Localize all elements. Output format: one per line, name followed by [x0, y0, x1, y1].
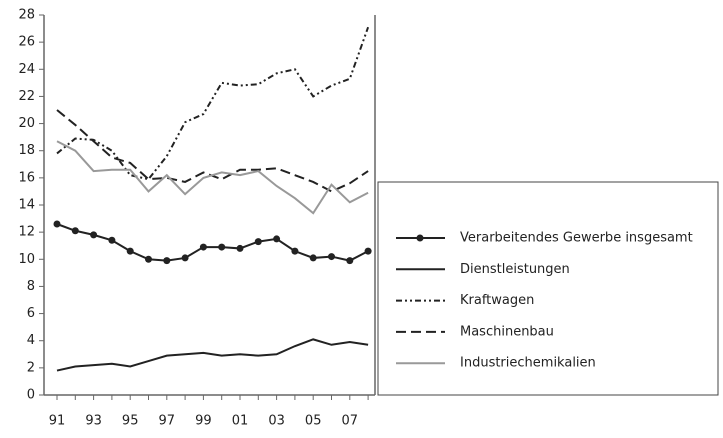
x-tick-label: 05: [305, 414, 322, 429]
series-line: [56, 109, 369, 193]
y-tick-label: 18: [18, 143, 35, 158]
y-tick-label: 12: [18, 225, 35, 240]
point: [254, 238, 262, 246]
y-tick-label: 0: [27, 388, 35, 403]
y-tick-label: 24: [18, 62, 35, 77]
y-tick-label: 8: [27, 279, 35, 294]
point: [90, 231, 98, 239]
legend-label: Dienstleistungen: [460, 262, 570, 277]
point: [181, 254, 189, 262]
point: [199, 243, 207, 251]
x-tick-label: 97: [159, 414, 176, 429]
point: [309, 254, 317, 262]
y-tick-label: 6: [27, 306, 35, 321]
x-tick-label: 93: [85, 414, 102, 429]
point: [364, 247, 372, 255]
point: [126, 247, 134, 255]
point: [328, 253, 335, 261]
point: [346, 257, 354, 265]
point: [53, 220, 61, 228]
point: [108, 236, 116, 244]
point: [145, 255, 152, 263]
y-tick-label: 14: [18, 198, 35, 213]
legend-label: Maschinenbau: [460, 324, 554, 339]
x-tick-label: 99: [195, 414, 212, 429]
y-tick-label: 20: [18, 116, 35, 131]
y-tick-label: 10: [18, 252, 35, 267]
point: [291, 247, 299, 255]
legend-label: Verarbeitendes Gewerbe insgesamt: [460, 231, 693, 246]
x-tick-label: 03: [268, 414, 285, 429]
legend-label: Kraftwagen: [460, 293, 534, 308]
legend-marker: [416, 234, 424, 242]
x-tick-label: 07: [342, 414, 359, 429]
y-tick-label: 2: [27, 360, 35, 375]
y-tick-label: 4: [27, 333, 35, 348]
y-tick-label: 16: [18, 170, 35, 185]
point: [236, 244, 244, 252]
y-tick-label: 28: [18, 8, 35, 23]
y-tick-label: 26: [18, 35, 35, 50]
legend-label: Industriechemikalien: [460, 356, 596, 371]
point: [273, 235, 281, 243]
series-line: [56, 223, 369, 262]
series-line: [56, 338, 369, 372]
y-tick-label: 22: [18, 89, 35, 104]
series-line: [56, 26, 370, 181]
point: [218, 243, 226, 251]
series-line: [56, 140, 369, 215]
x-tick-label: 95: [122, 414, 139, 429]
point: [71, 227, 79, 235]
point: [163, 257, 171, 265]
legend-box: [377, 181, 719, 396]
x-tick-label: 01: [232, 414, 249, 429]
x-tick-label: 91: [49, 414, 66, 429]
